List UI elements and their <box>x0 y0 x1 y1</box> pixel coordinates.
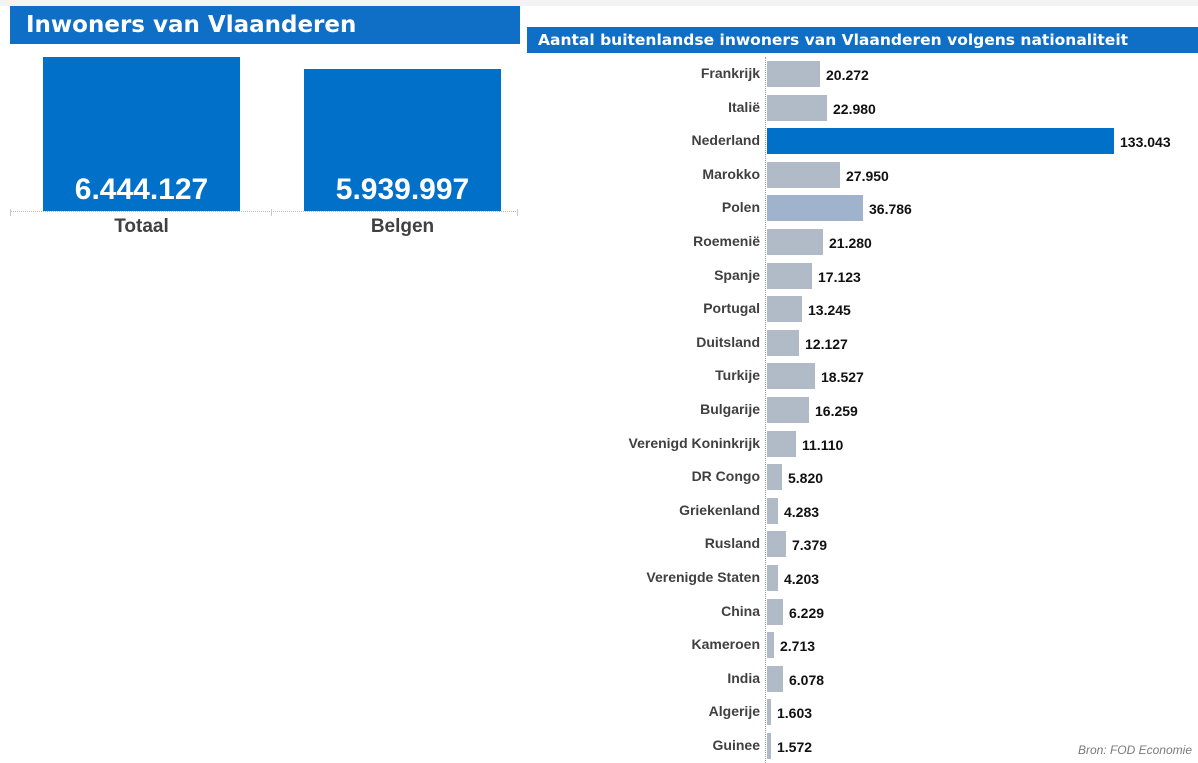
value-label-china: 6.229 <box>789 604 825 621</box>
category-label-kameroen: Kameroen <box>691 636 760 653</box>
kpi-value: 6.444.127 <box>74 173 209 206</box>
category-label-frankrijk: Frankrijk <box>700 65 760 81</box>
source-note: Bron: FOD Economie <box>1077 743 1192 757</box>
value-label-spanje: 17.123 <box>818 268 861 285</box>
category-label-algerije: Algerije <box>708 703 760 720</box>
value-label-guinee: 1.572 <box>777 739 813 755</box>
category-label-griekenland: Griekenland <box>679 501 760 518</box>
value-label-duitsland: 12.127 <box>805 335 848 352</box>
value-label-verenigd-koninkrijk: 11.110 <box>802 436 844 453</box>
bar-turkije <box>767 363 815 390</box>
value-label-algerije: 1.603 <box>777 705 813 722</box>
value-label-frankrijk: 20.272 <box>826 67 869 83</box>
bar-portugal <box>767 296 802 323</box>
value-label-marokko: 27.950 <box>846 167 889 184</box>
bar-frankrijk <box>767 61 820 87</box>
category-label-verenigde-staten: Verenigde Staten <box>646 569 760 585</box>
bar-rusland <box>767 531 786 558</box>
category-label-polen: Polen <box>721 199 760 216</box>
category-label-portugal: Portugal <box>703 300 760 317</box>
bar-nederland <box>767 128 1114 155</box>
category-label-guinee: Guinee <box>712 737 760 753</box>
bar-duitsland <box>767 329 799 356</box>
value-label-bulgarije: 16.259 <box>815 403 858 419</box>
category-axis-line <box>765 57 766 763</box>
value-label-griekenland: 4.283 <box>784 503 820 520</box>
category-label-nederland: Nederland <box>691 132 760 149</box>
bar-marokko <box>767 161 840 188</box>
category-label-itali-: Italië <box>728 98 760 115</box>
value-label-verenigde-staten: 4.203 <box>784 571 820 587</box>
category-label-china: China <box>721 602 760 619</box>
bar-griekenland <box>767 497 778 524</box>
bar-spanje <box>767 262 812 289</box>
kpi-category-label: Totaal <box>114 216 169 237</box>
value-label-rusland: 7.379 <box>792 537 828 554</box>
category-label-roemeni-: Roemenië <box>693 233 760 249</box>
bar-bulgarije <box>767 397 809 423</box>
category-label-marokko: Marokko <box>702 165 760 182</box>
bar-india <box>767 665 783 692</box>
category-label-india: India <box>727 669 760 686</box>
kpi-category-label: Belgen <box>370 216 435 237</box>
right-panel-title: Aantal buitenlandse inwoners van Vlaande… <box>527 27 1198 53</box>
value-label-kameroen: 2.713 <box>780 638 816 655</box>
bar-verenigd-koninkrijk <box>767 430 796 457</box>
value-label-turkije: 18.527 <box>821 369 864 386</box>
bar-guinee <box>767 733 771 759</box>
category-label-bulgarije: Bulgarije <box>700 401 760 417</box>
value-label-portugal: 13.245 <box>808 302 851 319</box>
bar-kameroen <box>767 632 774 659</box>
kpi-value: 5.939.997 <box>335 173 470 206</box>
value-label-itali-: 22.980 <box>833 100 876 117</box>
value-label-india: 6.078 <box>789 671 825 688</box>
value-label-nederland: 133.043 <box>1120 134 1171 151</box>
kpi-bar-belgen: 5.939.997 <box>304 69 501 211</box>
value-label-polen: 36.786 <box>869 201 912 218</box>
bar-itali- <box>767 94 827 121</box>
kpi-bar-totaal: 6.444.127 <box>43 57 240 211</box>
bar-polen <box>767 195 863 222</box>
kpi-axis-tick <box>271 209 272 216</box>
bar-roemeni- <box>767 229 823 255</box>
value-label-dr-congo: 5.820 <box>788 470 824 487</box>
category-label-duitsland: Duitsland <box>696 333 760 350</box>
bar-verenigde-staten <box>767 565 778 591</box>
left-panel-title: Inwoners van Vlaanderen <box>10 6 520 44</box>
top-band <box>0 0 1198 6</box>
category-label-rusland: Rusland <box>704 535 760 552</box>
category-label-dr-congo: DR Congo <box>691 468 760 485</box>
bar-dr-congo <box>767 464 782 491</box>
category-label-turkije: Turkije <box>715 367 760 384</box>
category-label-spanje: Spanje <box>714 266 760 283</box>
bar-algerije <box>767 699 771 726</box>
bar-china <box>767 598 783 625</box>
category-label-verenigd-koninkrijk: Verenigd Koninkrijk <box>628 434 760 451</box>
kpi-axis-tick <box>10 209 11 216</box>
kpi-baseline <box>10 211 518 212</box>
kpi-axis-tick <box>517 209 518 216</box>
value-label-roemeni-: 21.280 <box>829 235 872 251</box>
